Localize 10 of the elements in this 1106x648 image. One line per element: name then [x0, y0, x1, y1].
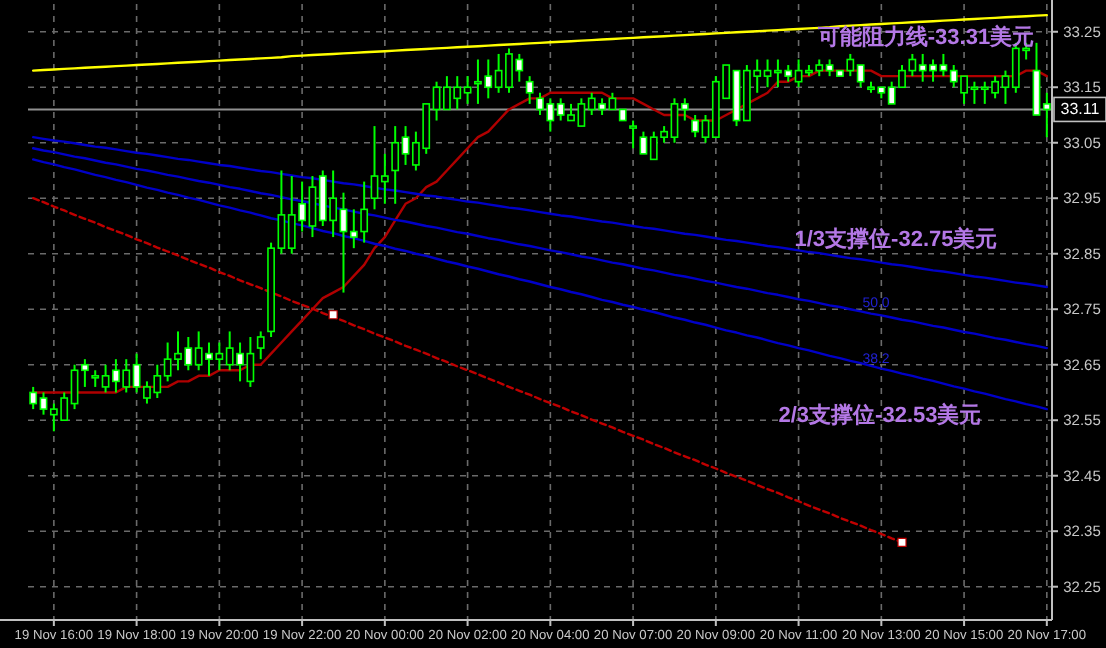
candlestick	[629, 119, 637, 150]
annotation: 1/3支撑位-32.75美元	[794, 226, 998, 252]
candlestick	[256, 330, 265, 361]
candlestick	[525, 75, 534, 105]
line-series	[31, 135, 1049, 289]
line-series	[31, 147, 1049, 350]
annotation: 2/3支撑位-32.53美元	[778, 402, 982, 428]
ref-line-label: 33.11	[1060, 100, 1101, 119]
annotation: 可能阻力线-33.31美元	[815, 24, 1035, 50]
line-series	[31, 13, 1049, 72]
